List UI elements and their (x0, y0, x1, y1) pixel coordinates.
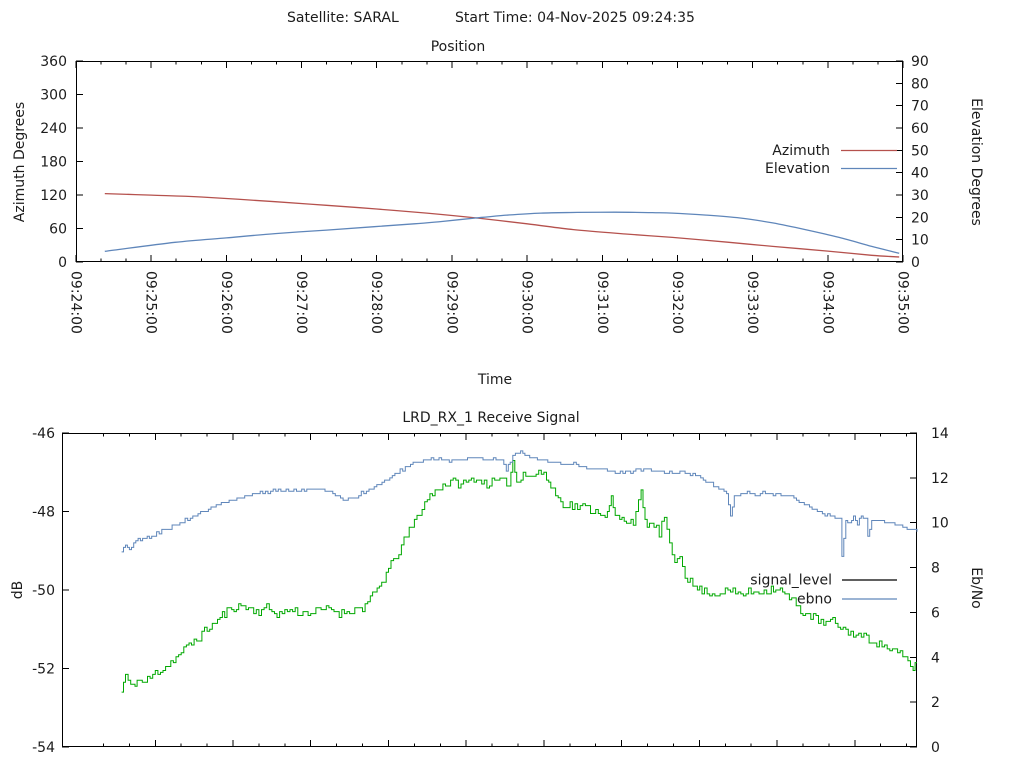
ebno-tick-label: 4 (931, 650, 940, 666)
x-tick-label: 09:34:00 (819, 271, 835, 334)
ebno-tick-label: 12 (931, 471, 949, 487)
db-tick-label: -48 (32, 505, 55, 521)
series-elevation-line (104, 211, 900, 254)
db-tick-label: -52 (32, 662, 55, 678)
elevation-tick-label: 50 (911, 143, 929, 159)
db-axis-label: dB (10, 581, 26, 600)
elevation-tick-label: 60 (911, 121, 929, 137)
x-tick-label: 09:31:00 (594, 271, 610, 334)
ebno-tick-label: 2 (931, 695, 940, 711)
azimuth-axis-label: Azimuth Degrees (12, 102, 28, 222)
series-ebno-line (121, 450, 918, 557)
time-axis-label: Time (477, 372, 512, 388)
ebno-axis-label: Eb/No (968, 567, 984, 609)
x-tick-label: 09:27:00 (293, 271, 309, 334)
ebno-tick-label: 14 (931, 426, 949, 442)
header-start-time: Start Time: 04-Nov-2025 09:24:35 (455, 10, 695, 26)
x-tick-label: 09:33:00 (744, 271, 760, 334)
x-tick-label: 09:30:00 (519, 271, 535, 334)
elevation-tick-label: 20 (911, 210, 929, 226)
x-tick-label: 09:24:00 (68, 271, 84, 334)
elevation-tick-label: 90 (911, 54, 929, 70)
ebno-tick-label: 0 (931, 740, 940, 756)
ebno-tick-label: 10 (931, 516, 949, 532)
elevation-tick-label: 30 (911, 188, 929, 204)
header-satellite-title: Satellite: SARAL (287, 10, 399, 26)
ebno-tick-label: 8 (931, 561, 940, 577)
db-tick-label: -46 (32, 426, 55, 442)
azimuth-tick-label: 360 (40, 54, 67, 70)
x-tick-label: 09:26:00 (218, 271, 234, 334)
receive-signal-chart: -46 -48 -50 -52 -54 0 2 4 6 8 10 12 14 signal_leveleb… (32, 426, 949, 756)
x-tick-label: 09:32:00 (669, 271, 685, 334)
legend-label-ebno: ebno (797, 592, 832, 608)
elevation-tick-label: 0 (911, 255, 920, 271)
elevation-tick-label: 70 (911, 99, 929, 115)
ebno-tick-label: 6 (931, 605, 940, 621)
position-chart: 09:24:00 09:25:00 09:26:00 09:27:00 09:28:00… (40, 54, 929, 334)
elevation-tick-label: 40 (911, 166, 929, 182)
azimuth-tick-label: 60 (49, 222, 67, 238)
series-signal_level-line (121, 460, 917, 693)
elevation-tick-label: 10 (911, 233, 929, 249)
azimuth-tick-label: 180 (40, 155, 67, 171)
legend-label-elevation: Elevation (765, 161, 830, 177)
azimuth-tick-label: 240 (40, 121, 67, 137)
x-tick-label: 09:35:00 (895, 271, 911, 334)
x-tick-label: 09:25:00 (143, 271, 159, 334)
position-chart-title: Position (431, 39, 486, 55)
db-tick-label: -54 (32, 740, 55, 756)
x-tick-label: 09:29:00 (443, 271, 459, 334)
elevation-tick-label: 80 (911, 76, 929, 92)
x-tick-label: 09:28:00 (368, 271, 384, 334)
legend-label-signal_level: signal_level (750, 573, 832, 589)
azimuth-tick-label: 0 (58, 255, 67, 271)
db-tick-label: -50 (32, 583, 55, 599)
azimuth-tick-label: 120 (40, 188, 67, 204)
receive-signal-chart-title: LRD_RX_1 Receive Signal (402, 410, 579, 426)
elevation-axis-label: Elevation Degrees (968, 98, 984, 226)
azimuth-tick-label: 300 (40, 88, 67, 104)
legend-label-azimuth: Azimuth (772, 143, 830, 159)
series-azimuth-line (104, 192, 900, 258)
